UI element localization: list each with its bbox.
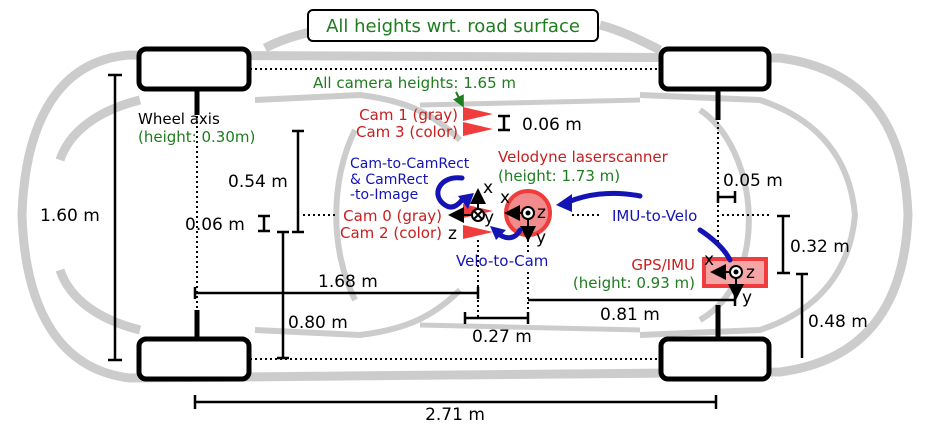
dimension-lines — [108, 73, 808, 409]
gps-axis-x: x — [704, 250, 714, 270]
coordinate-frames — [448, 188, 744, 300]
diagram-title: All heights wrt. road surface — [326, 16, 580, 37]
cam1-label: Cam 1 (gray) — [359, 106, 458, 124]
dim-cam-spacing: 0.06 m — [522, 115, 582, 135]
velodyne-label: Velodyne laserscanner — [498, 148, 669, 166]
camera-heights-label: All camera heights: 1.65 m — [313, 74, 516, 92]
velo-axis-y: y — [536, 228, 546, 248]
dim-0-81: 0.81 m — [600, 305, 660, 325]
wheel-rear-right — [658, 336, 772, 382]
dim-0-80: 0.80 m — [288, 313, 348, 333]
dim-2-71: 2.71 m — [425, 405, 485, 425]
cam2-label: Cam 2 (color) — [340, 224, 442, 242]
cam2-icon — [463, 225, 493, 239]
dim-1-68: 1.68 m — [318, 272, 378, 292]
cam1-icon — [463, 107, 493, 121]
cam-axis-x: x — [483, 178, 493, 198]
dim-0-05: 0.05 m — [723, 171, 783, 191]
gps-imu-label: GPS/IMU — [631, 256, 695, 274]
wheel-front-left — [136, 46, 252, 92]
gps-imu-height: (height: 0.93 m) — [573, 274, 695, 292]
dim-0-48: 0.48 m — [808, 312, 868, 332]
wheel-rear-left — [136, 336, 252, 382]
velo-axis-z: z — [537, 203, 546, 223]
dim-0-32: 0.32 m — [790, 237, 850, 257]
cam-rect-label-1: Cam-to-CamRect — [350, 156, 470, 172]
dim-1-60: 1.60 m — [40, 206, 100, 226]
velodyne-height: (height: 1.73 m) — [498, 167, 620, 185]
dim-0-54: 0.54 m — [228, 172, 288, 192]
cam0-label: Cam 0 (gray) — [343, 207, 442, 225]
gps-axis-y: y — [742, 288, 752, 308]
cam-rect-arrow-icon — [435, 175, 465, 210]
wheel-axis-height: (height: 0.30m) — [138, 128, 255, 146]
cam-axis-z: z — [448, 224, 457, 244]
velo-to-cam-label: Velo-to-Cam — [456, 252, 548, 270]
cam-rect-label-3: -to-Image — [350, 187, 418, 203]
camera-height-arrow-icon — [453, 91, 464, 108]
wheel-axis-label: Wheel axis — [138, 110, 220, 128]
cam3-icon — [463, 122, 493, 136]
velo-axis-x: x — [500, 188, 510, 208]
title-box — [307, 9, 599, 42]
cam-axis-y: y — [484, 208, 494, 228]
imu-to-velo-label: IMU-to-Velo — [612, 207, 697, 225]
axis-dotted-lines — [196, 68, 770, 360]
wheel-front-right — [658, 46, 772, 92]
dim-0-27: 0.27 m — [472, 327, 532, 347]
gps-axis-z: z — [746, 263, 755, 283]
imu-to-velo-arrow-icon — [565, 190, 643, 205]
dim-cam-height: 0.06 m — [185, 215, 245, 235]
cam-rect-label-2: & CamRect — [350, 172, 429, 188]
cam3-label: Cam 3 (color) — [356, 123, 458, 141]
